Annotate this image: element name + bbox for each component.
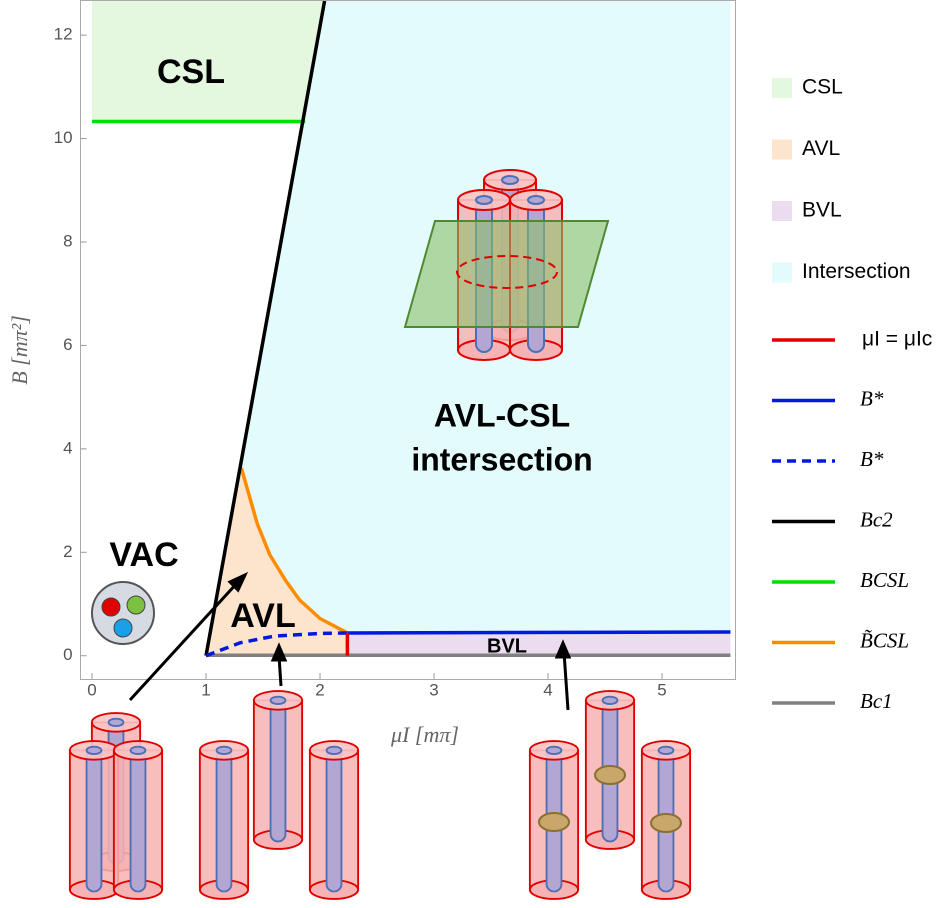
y-tick-label: 0: [63, 645, 72, 664]
legend-swatch: [772, 201, 792, 221]
legend: CSL AVL BVL Intersection μI = μIc B* B* Bc2 BCSL…: [772, 76, 932, 713]
x-axis-label: μI [mπ]: [390, 722, 459, 747]
curve: [239, 467, 349, 635]
legend-swatch: [772, 139, 792, 160]
legend-label: AVL: [802, 137, 840, 160]
x-tick-label: 3: [429, 680, 438, 699]
annotation: VAC: [109, 536, 178, 574]
annotation: AVL: [230, 597, 295, 635]
curve: [205, 631, 348, 658]
legend-label: CSL: [802, 76, 843, 99]
legend-label: B*: [860, 386, 884, 410]
legend-label: Bc2: [860, 507, 893, 531]
legend-label: μI = μIc: [862, 328, 932, 351]
x-tick-label: 2: [315, 680, 324, 699]
legend-label: BCSL: [860, 568, 909, 592]
annotation: intersection: [411, 441, 592, 477]
y-tick-label: 12: [54, 25, 73, 44]
y-tick-label: 10: [54, 128, 73, 147]
legend-label: BVL: [802, 199, 842, 222]
curve: [204, 0, 327, 657]
lines: [92, 0, 731, 658]
arrows: [128, 571, 572, 711]
y-tick-label: 8: [63, 231, 72, 250]
avl-illustration: [198, 690, 360, 900]
x-tick-label: 4: [543, 680, 552, 699]
vac-icon: [91, 581, 155, 645]
legend-label: B̃CSL: [860, 628, 909, 652]
annotation: AVL-CSL: [434, 397, 570, 433]
legend-swatch: [772, 262, 792, 283]
annotation: BVL: [487, 635, 527, 657]
x-tick-label: 0: [87, 680, 96, 699]
y-tick-label: 6: [63, 335, 72, 354]
x-tick-label: 1: [201, 680, 210, 699]
plot-frame: [80, 0, 736, 680]
curve: [347, 630, 731, 635]
legend-swatch: [772, 78, 792, 98]
bvl-illustration: [528, 690, 692, 900]
region: [206, 467, 348, 656]
avl-csl-illustration: [68, 712, 164, 900]
y-tick-label: 2: [63, 542, 72, 561]
region: [92, 1, 325, 122]
legend-label: B*: [860, 447, 884, 471]
y-tick-label: 4: [63, 438, 72, 457]
region: [347, 631, 731, 656]
y-axis-label: B [mπ²]: [7, 315, 32, 385]
regions: [92, 1, 731, 656]
intersection-illustration: [403, 168, 610, 361]
x-tick-label: 5: [657, 680, 666, 699]
legend-label: Bc1: [860, 689, 893, 713]
legend-label: Intersection: [802, 260, 911, 283]
annotation: CSL: [157, 53, 225, 91]
